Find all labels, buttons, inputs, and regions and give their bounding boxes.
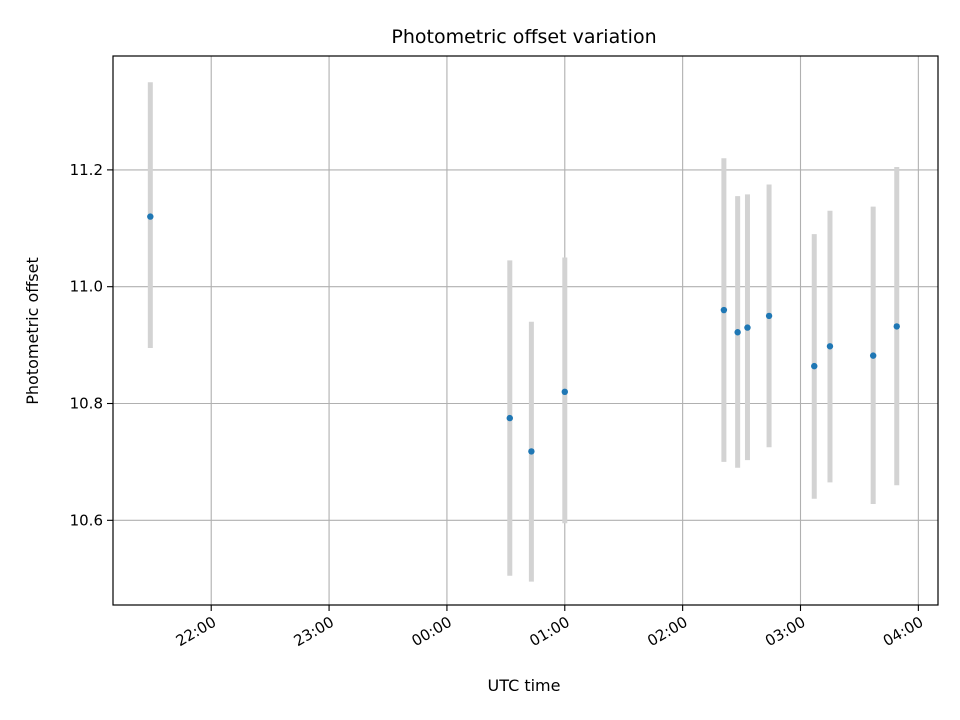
x-axis-title: UTC time bbox=[488, 676, 561, 695]
chart-title: Photometric offset variation bbox=[391, 26, 656, 48]
error-bars bbox=[147, 82, 900, 582]
data-point bbox=[506, 414, 513, 422]
y-tick-label: 10.6 bbox=[70, 511, 103, 529]
data-point bbox=[826, 343, 834, 350]
x-tick-label: 00:00 bbox=[408, 613, 454, 650]
y-tick-label: 10.8 bbox=[70, 395, 103, 413]
data-point bbox=[811, 362, 818, 370]
data-point bbox=[528, 448, 535, 455]
x-tick-label: 02:00 bbox=[644, 613, 690, 650]
y-axis-title: Photometric offset bbox=[23, 257, 42, 405]
x-tick-label: 22:00 bbox=[173, 613, 219, 650]
y-axis-ticks: 10.6 10.8 11.0 11.2 bbox=[70, 161, 113, 529]
grid bbox=[113, 56, 938, 605]
data-points bbox=[147, 213, 900, 455]
y-tick-label: 11.0 bbox=[70, 278, 103, 296]
data-point bbox=[734, 329, 741, 336]
x-tick-label: 04:00 bbox=[880, 613, 926, 650]
y-tick-label: 11.2 bbox=[70, 161, 103, 179]
data-point bbox=[720, 306, 728, 314]
x-axis-ticks: 22:00 23:00 00:00 01:00 02:00 03:00 04:00 bbox=[173, 605, 926, 650]
data-point bbox=[893, 323, 900, 330]
x-tick-label: 03:00 bbox=[762, 613, 808, 650]
data-point bbox=[147, 213, 154, 220]
x-tick-label: 23:00 bbox=[291, 613, 337, 650]
data-point bbox=[744, 324, 751, 331]
data-point bbox=[561, 388, 568, 396]
data-point bbox=[869, 352, 877, 359]
x-tick-label: 01:00 bbox=[526, 613, 572, 650]
plot-area-frame bbox=[112, 55, 939, 606]
data-point bbox=[765, 312, 773, 320]
